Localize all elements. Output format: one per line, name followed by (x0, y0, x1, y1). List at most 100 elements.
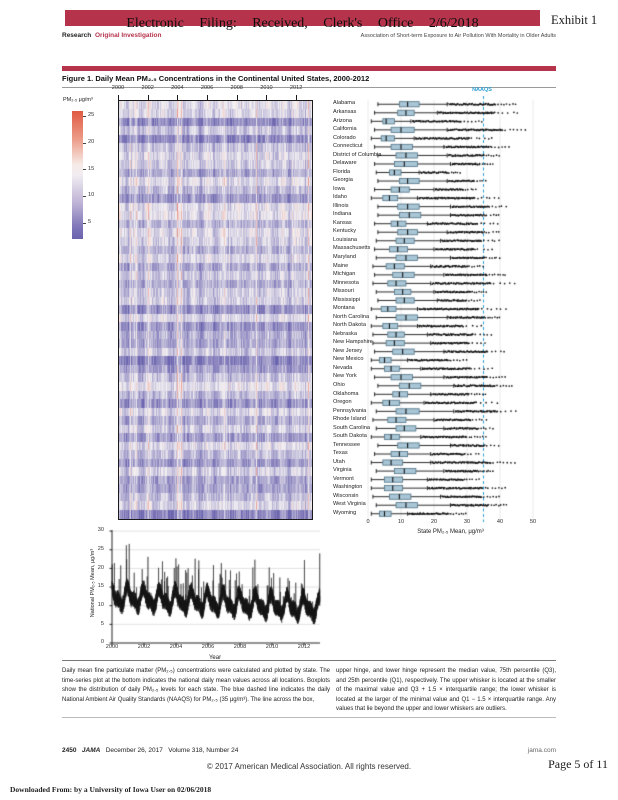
ts-xtick-label: 2004 (169, 644, 183, 650)
ts-ytick-label: 10 (97, 601, 104, 608)
box-axis-tick-label: 0 (366, 519, 370, 525)
state-label: Idaho (333, 194, 347, 201)
figure-caption-left: Daily mean fine particulate matter (PM₂.… (62, 668, 330, 703)
heatmap-tick-mark (147, 95, 149, 100)
state-label: North Dakota (333, 322, 366, 329)
heatmap-tick-mark (177, 95, 179, 100)
state-label: Connecticut (333, 143, 363, 150)
colorbar-tick-label: 15 (88, 165, 95, 172)
colorbar-tick-mark (83, 115, 86, 117)
state-label: South Carolina (333, 424, 371, 431)
naaqs-label: NAAQS (472, 87, 492, 93)
ts-xtick-label: 2000 (105, 644, 119, 650)
state-label: Montana (333, 305, 355, 312)
state-label: Utah (333, 458, 345, 465)
box-axis-tick-label: 20 (430, 519, 438, 525)
box-axis-tick-label: 50 (529, 519, 537, 525)
copyright-line: © 2017 American Medical Association. All… (206, 762, 412, 771)
running-head: Association of Short-term Exposure to Ai… (360, 33, 556, 39)
state-label: South Dakota (333, 433, 367, 440)
state-label: Vermont (333, 475, 354, 482)
colorbar-tick-mark (83, 195, 86, 197)
state-label: Wisconsin (333, 492, 359, 499)
state-label: Colorado (333, 134, 356, 141)
colorbar-tick-mark (83, 222, 86, 224)
footer-page-number: 2450 (62, 747, 77, 754)
ts-ytick-label: 15 (97, 583, 104, 590)
state-label: Florida (333, 168, 351, 175)
figure-title-bar (62, 66, 556, 71)
ts-ytick-label: 25 (97, 545, 104, 552)
colorbar-tick-mark (83, 142, 86, 144)
colorbar-gradient (72, 111, 83, 239)
state-label: Texas (333, 450, 348, 457)
state-label: Pennsylvania (333, 407, 367, 414)
colorbar-label: PM₂.₅ μg/m³ (63, 97, 93, 103)
footer-journal-name: JAMA (81, 747, 101, 754)
ts-ytick-label: 30 (97, 527, 104, 534)
state-label: Nevada (333, 364, 353, 371)
article-type-label: Original Investigation (95, 32, 162, 39)
masthead-red-bar (65, 10, 540, 26)
state-label: Maryland (333, 254, 357, 261)
state-label: California (333, 126, 357, 133)
colorbar-tick-mark (83, 169, 86, 171)
state-label: New York (333, 373, 357, 380)
timeseries-x-axis-label: Year (208, 655, 222, 661)
timeseries-canvas (106, 528, 324, 648)
ts-xtick-label: 2012 (297, 644, 311, 650)
colorbar-tick-label: 25 (88, 112, 95, 119)
state-label: Alabama (333, 100, 356, 107)
footer-left: 2450 JAMA December 26, 2017 Volume 318, … (62, 747, 238, 754)
state-label: Illinois (333, 202, 349, 209)
heatmap-year-tick-label: 2010 (260, 85, 273, 91)
colorbar-tick-label: 20 (88, 139, 95, 145)
state-label: Michigan (333, 271, 356, 278)
figure-bottom-rule (62, 660, 556, 661)
ts-xtick-label: 2002 (137, 644, 151, 650)
heatmap-year-tick-label: 2002 (141, 85, 154, 91)
state-label: Minnesota (333, 279, 359, 286)
caption-bottom-rule (62, 717, 556, 718)
ts-ytick-label: 20 (97, 564, 104, 571)
ts-xtick-label: 2010 (265, 644, 279, 650)
ts-ytick-label: 5 (100, 620, 104, 627)
footer-issue-date: December 26, 2017 (105, 747, 163, 754)
heatmap-canvas (118, 100, 313, 520)
title-rule (62, 87, 556, 88)
section-label: Research (62, 32, 92, 39)
state-label: Louisiana (333, 236, 357, 243)
state-label: Kentucky (333, 228, 357, 235)
state-label: Wyoming (333, 509, 357, 516)
heatmap-year-tick-label: 2012 (289, 85, 303, 91)
state-label: Oklahoma (333, 390, 359, 397)
state-label: New Mexico (333, 356, 364, 363)
footer-site-link[interactable]: jama.com (527, 747, 556, 754)
state-label: Virginia (333, 467, 352, 474)
footer-volume: Volume 318, Number 24 (168, 747, 239, 754)
state-label: North Carolina (333, 313, 370, 320)
heatmap-tick-mark (236, 95, 238, 100)
ts-xtick-label: 2008 (233, 644, 247, 650)
colorbar-tick-label: 5 (88, 219, 92, 225)
state-label: Oregon (333, 399, 352, 406)
state-label: Ohio (333, 381, 345, 388)
state-label: Kansas (333, 219, 352, 226)
boxplot-canvas (358, 96, 558, 526)
heatmap-year-tick-label: 2006 (200, 85, 214, 91)
state-label: District of Columbia (333, 151, 382, 158)
page-label: Page 5 of 11 (548, 757, 608, 771)
heatmap-year-tick-label: 2008 (230, 85, 243, 91)
box-axis-tick-label: 40 (496, 519, 504, 525)
state-label: Massachusetts (333, 245, 371, 252)
boxplot-x-axis-label: State PM₂.₅ Mean, μg/m³ (417, 529, 484, 535)
heatmap-tick-mark (118, 95, 119, 100)
state-label: New Hampshire (333, 339, 373, 346)
heatmap-tick-mark (296, 95, 298, 100)
colorbar-tick-label: 10 (88, 192, 95, 199)
state-label: Washington (333, 484, 363, 491)
state-label: New Jersey (333, 347, 363, 354)
heatmap-year-tick-label: 2000 (111, 85, 125, 91)
